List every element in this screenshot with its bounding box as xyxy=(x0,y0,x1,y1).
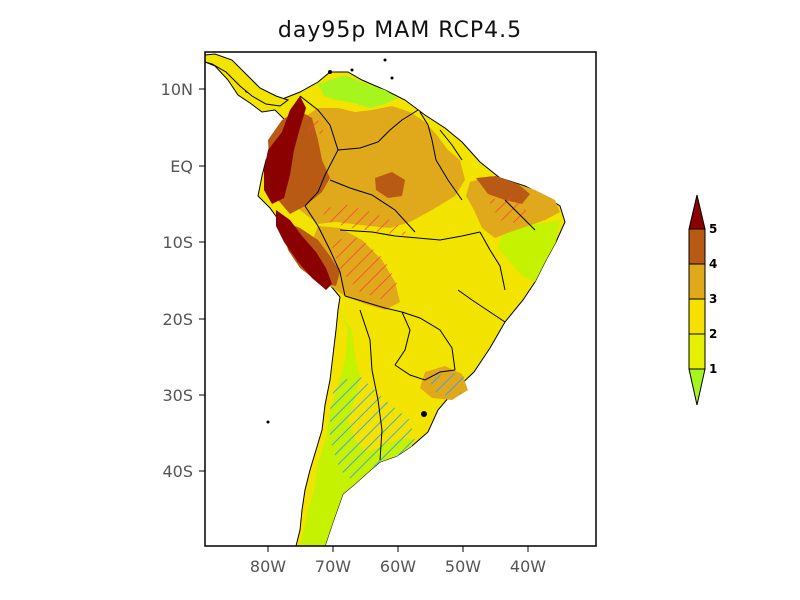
colorbar-segment xyxy=(688,263,706,300)
island xyxy=(390,76,394,80)
colorbar-label: 3 xyxy=(709,292,717,306)
island xyxy=(383,58,387,62)
lat-tick-label: 40S xyxy=(162,462,193,481)
map-frame xyxy=(204,51,597,547)
lat-tick-label: EQ xyxy=(170,157,193,176)
colorbar-label: 4 xyxy=(709,257,717,271)
lat-tick-label: 30S xyxy=(162,386,193,405)
lat-tick-label: 10S xyxy=(162,233,193,252)
lon-axis xyxy=(267,546,529,552)
colorbar-label: 5 xyxy=(709,222,717,236)
lon-tick-label: 60W xyxy=(380,557,416,576)
island xyxy=(328,70,332,74)
lon-tick-label: 70W xyxy=(315,557,351,576)
red-hatch-colombia xyxy=(305,118,325,134)
map-content xyxy=(205,53,566,546)
brown-zone-central xyxy=(375,172,405,198)
green-zone-east xyxy=(498,220,560,282)
central-america-land xyxy=(205,53,290,107)
lon-tick-label: 80W xyxy=(250,557,286,576)
orange-zone-amazon xyxy=(282,106,465,228)
colorbar-label: 2 xyxy=(709,327,717,341)
lon-tick-label: 50W xyxy=(445,557,481,576)
colorbar-segment xyxy=(688,298,706,335)
island xyxy=(421,411,427,417)
darkred-zone-peru-coast xyxy=(276,210,332,290)
colorbar-label: 1 xyxy=(709,362,717,376)
island xyxy=(266,420,270,424)
lat-tick-label: 20S xyxy=(162,310,193,329)
red-hatch-amazon xyxy=(320,204,410,236)
darkred-zone-ecuador xyxy=(264,96,306,204)
colorbar xyxy=(688,194,706,406)
colorbar-segment xyxy=(688,333,706,370)
map-title: day95p MAM RCP4.5 xyxy=(277,18,523,43)
island xyxy=(350,68,354,72)
lat-axis xyxy=(199,88,205,472)
green-zone-south xyxy=(300,310,412,546)
lon-tick-label: 40W xyxy=(510,557,546,576)
blue-hatch-uruguay xyxy=(428,372,468,396)
country-borders xyxy=(299,95,536,461)
brown-zone-northeast xyxy=(476,176,530,204)
colorbar-bottom-arrow xyxy=(688,368,706,406)
red-hatch-bolivia xyxy=(330,238,400,302)
green-zone-north xyxy=(318,75,398,108)
blue-hatch-argentina xyxy=(330,376,415,480)
lat-tick-label: 10N xyxy=(161,80,193,99)
colorbar-top-arrow xyxy=(688,194,706,230)
colorbar-segment xyxy=(688,228,706,265)
red-hatch-northeast xyxy=(488,196,530,224)
